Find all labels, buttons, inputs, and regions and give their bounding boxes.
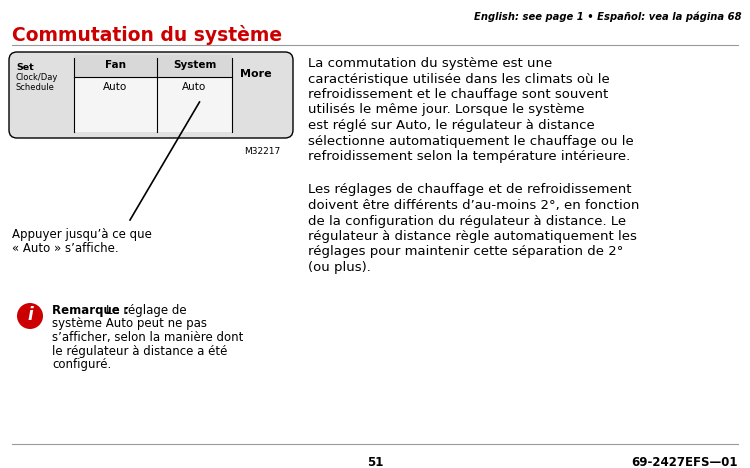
Bar xyxy=(157,55,232,77)
Text: i: i xyxy=(27,306,33,324)
Text: de la configuration du régulateur à distance. Le: de la configuration du régulateur à dist… xyxy=(308,214,626,227)
Text: est réglé sur Auto, le régulateur à distance: est réglé sur Auto, le régulateur à dist… xyxy=(308,119,595,132)
Text: refroidissement selon la température intérieure.: refroidissement selon la température int… xyxy=(308,150,630,163)
Text: Auto: Auto xyxy=(104,82,128,92)
Text: s’afficher, selon la manière dont: s’afficher, selon la manière dont xyxy=(52,331,243,344)
Circle shape xyxy=(17,303,43,329)
Bar xyxy=(157,77,232,132)
Text: Clock/Day: Clock/Day xyxy=(16,73,58,82)
Bar xyxy=(74,77,157,132)
Text: M32217: M32217 xyxy=(244,147,280,156)
Text: Les réglages de chauffage et de refroidissement: Les réglages de chauffage et de refroidi… xyxy=(308,183,632,197)
Text: System: System xyxy=(172,60,216,70)
Text: More: More xyxy=(240,69,272,79)
Text: Set: Set xyxy=(16,63,34,72)
Text: « Auto » s’affiche.: « Auto » s’affiche. xyxy=(12,242,119,255)
Text: Appuyer jusqu’à ce que: Appuyer jusqu’à ce que xyxy=(12,228,152,241)
Text: 69-2427EFS—01: 69-2427EFS—01 xyxy=(632,456,738,468)
Text: refroidissement et le chauffage sont souvent: refroidissement et le chauffage sont sou… xyxy=(308,88,608,101)
FancyBboxPatch shape xyxy=(9,52,293,138)
Text: English: see page 1 • Español: vea la página 68: English: see page 1 • Español: vea la pá… xyxy=(474,12,742,22)
Text: Schedule: Schedule xyxy=(16,83,55,92)
Text: La commutation du système est une: La commutation du système est une xyxy=(308,57,552,70)
Text: sélectionne automatiquement le chauffage ou le: sélectionne automatiquement le chauffage… xyxy=(308,134,634,147)
Text: régulateur à distance règle automatiquement les: régulateur à distance règle automatiquem… xyxy=(308,230,637,243)
Text: caractéristique utilisée dans les climats où le: caractéristique utilisée dans les climat… xyxy=(308,73,610,86)
Text: Le réglage de: Le réglage de xyxy=(106,304,187,317)
Text: configuré.: configuré. xyxy=(52,358,111,371)
Text: utilisés le même jour. Lorsque le système: utilisés le même jour. Lorsque le systèm… xyxy=(308,103,584,117)
Text: doivent être différents d’au-moins 2°, en fonction: doivent être différents d’au-moins 2°, e… xyxy=(308,199,639,212)
Text: système Auto peut ne pas: système Auto peut ne pas xyxy=(52,317,207,330)
Text: Auto: Auto xyxy=(182,82,206,92)
Text: réglages pour maintenir cette séparation de 2°: réglages pour maintenir cette séparation… xyxy=(308,246,623,258)
Text: Fan: Fan xyxy=(105,60,126,70)
Text: Commutation du système: Commutation du système xyxy=(12,25,282,45)
Bar xyxy=(74,55,157,77)
Text: (ou plus).: (ou plus). xyxy=(308,261,370,274)
Text: le régulateur à distance a été: le régulateur à distance a été xyxy=(52,344,227,358)
Text: Remarque :: Remarque : xyxy=(52,304,129,317)
Text: 51: 51 xyxy=(367,456,383,468)
